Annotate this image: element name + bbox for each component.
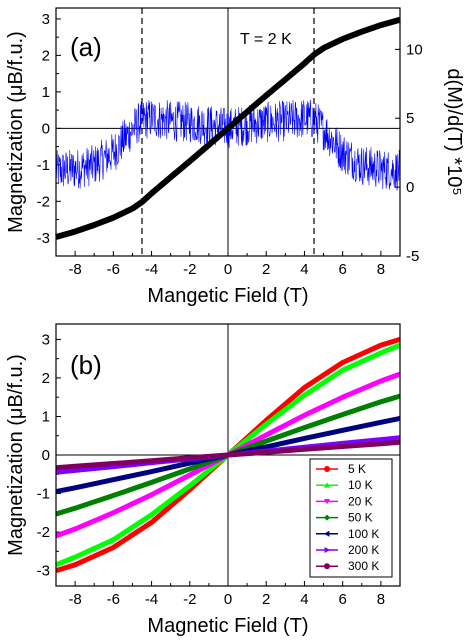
x-tick-label: 2 — [262, 261, 270, 278]
x-tick-label: -6 — [107, 261, 120, 278]
y-axis-label: Magnetization (μB/f.u.) — [5, 31, 27, 233]
y2-tick-label: 5 — [406, 110, 414, 127]
x-tick-label: -4 — [145, 591, 158, 608]
series-line — [55, 439, 401, 471]
y-tick-label: -2 — [37, 524, 50, 541]
y2-tick-label: 0 — [406, 179, 414, 196]
y-tick-label: 1 — [42, 84, 50, 101]
x-tick-label: 4 — [300, 261, 308, 278]
x-tick-label: 0 — [224, 591, 232, 608]
x-tick-label: -2 — [183, 261, 196, 278]
x-tick-label: -8 — [68, 261, 81, 278]
plot-frame — [55, 7, 401, 257]
y-tick-label: -1 — [37, 157, 50, 174]
legend-label: 10 K — [348, 478, 373, 492]
x-tick-label: -8 — [68, 591, 81, 608]
y2-tick-label: 10 — [406, 41, 423, 58]
x-tick-label: -6 — [107, 591, 120, 608]
legend-label: 50 K — [348, 511, 373, 525]
x-tick-label: 2 — [262, 591, 270, 608]
y-tick-label: 3 — [42, 11, 50, 28]
x-tick-label: 0 — [224, 261, 232, 278]
x-tick-label: 4 — [300, 591, 308, 608]
y-tick-label: 1 — [42, 408, 50, 425]
y-tick-label: -2 — [37, 193, 50, 210]
y-tick-label: -1 — [37, 486, 50, 503]
x-tick-label: 6 — [338, 591, 346, 608]
x-tick-label: 6 — [338, 261, 346, 278]
x-axis-label: Magnetic Field (T) — [147, 615, 308, 637]
legend-marker — [324, 547, 330, 553]
legend-label: 300 K — [348, 559, 379, 573]
temperature-annotation: T = 2 K — [240, 31, 292, 48]
legend-marker — [324, 499, 330, 505]
x-tick-label: 8 — [377, 261, 385, 278]
y-tick-label: 0 — [42, 447, 50, 464]
legend-marker — [324, 514, 330, 521]
legend-label: 20 K — [348, 494, 373, 508]
y-tick-label: -3 — [37, 230, 50, 247]
y-tick-label: 2 — [42, 47, 50, 64]
plot-frame — [55, 323, 401, 587]
legend-label: 5 K — [348, 462, 366, 476]
series-magnetization-line — [55, 16, 401, 240]
panel-label: (b) — [70, 350, 102, 380]
y-tick-label: -3 — [37, 563, 50, 580]
x-axis-label: Mangetic Field (T) — [147, 285, 308, 307]
legend-marker — [324, 563, 330, 570]
legend-label: 100 K — [348, 527, 379, 541]
x-tick-label: 8 — [377, 591, 385, 608]
x-tick-label: -2 — [183, 591, 196, 608]
series-derivative-line — [55, 99, 401, 191]
y-axis-label: Magnetization (μB/f.u.) — [5, 354, 27, 556]
legend-marker — [324, 482, 330, 488]
y2-tick-label: -5 — [406, 248, 419, 265]
y-tick-label: 2 — [42, 370, 50, 387]
panel-label: (a) — [70, 32, 102, 62]
y-tick-label: 0 — [42, 120, 50, 137]
x-tick-label: -4 — [145, 261, 158, 278]
legend-marker — [324, 466, 330, 472]
y2-axis-label: d(M)/d(T) *10⁵ — [443, 68, 464, 195]
y-tick-label: 3 — [42, 331, 50, 348]
legend-label: 200 K — [348, 543, 379, 557]
legend-marker — [324, 530, 330, 537]
